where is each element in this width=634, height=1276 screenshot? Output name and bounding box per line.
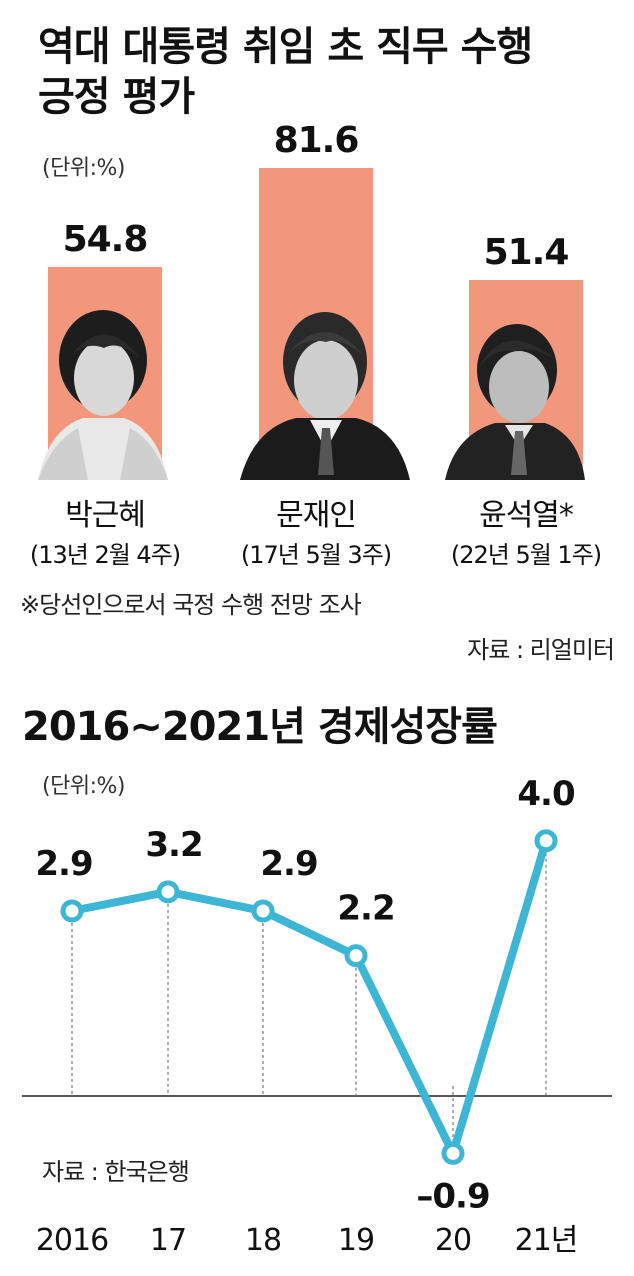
x-tick-label-4: 19 (338, 1223, 374, 1258)
bar-category-label-2: 문재인 (276, 498, 357, 533)
chart2-source: 자료 : 한국은행 (42, 1158, 190, 1186)
chart2-title: 2016~2021년 경제성장률 (22, 704, 498, 750)
bar-value-label-3: 51.4 (483, 231, 570, 273)
x-tick-label-3: 18 (245, 1223, 281, 1258)
chart1-note: ※당선인으로서 국정 수행 전망 조사 (20, 591, 362, 619)
bar-value-label-2: 81.6 (273, 120, 360, 162)
x-tick-label-6: 21년 (515, 1223, 578, 1258)
data-point-4 (344, 944, 368, 968)
portrait-park-image (38, 300, 168, 480)
bar-period-label-1: (13년 2월 4주) (29, 541, 181, 569)
bar-value-label-1: 54.8 (62, 219, 149, 261)
data-point-5 (441, 1141, 465, 1165)
data-point-1 (60, 899, 84, 923)
data-point-3 (251, 899, 275, 923)
portrait-moon-image (240, 300, 410, 480)
bar-period-label-2: (17년 5월 3주) (240, 541, 392, 569)
x-tick-label-5: 20 (435, 1223, 471, 1258)
data-value-label-5: –0.9 (416, 1176, 489, 1216)
chart1-source: 자료 : 리얼미터 (467, 636, 615, 664)
data-value-label-4: 2.2 (337, 889, 394, 929)
data-value-label-3: 2.9 (260, 844, 317, 884)
data-value-label-1: 2.9 (35, 844, 92, 884)
portrait-yoon-image (445, 315, 585, 480)
data-point-6 (534, 829, 558, 853)
x-tick-label-2: 17 (150, 1223, 186, 1258)
x-tick-label-1: 2016 (36, 1223, 108, 1258)
chart1-unit: (단위:%) (42, 156, 125, 181)
bar-period-label-3: (22년 5월 1주) (450, 541, 602, 569)
growth-series-line (68, 836, 550, 1158)
data-value-label-2: 3.2 (145, 825, 202, 865)
chart1-title: 역대 대통령 취임 초 직무 수행 긍정 평가 (38, 22, 533, 122)
chart1-title-line2: 긍정 평가 (38, 74, 195, 120)
data-point-2 (156, 880, 180, 904)
bar-category-label-3: 윤석열* (479, 498, 574, 533)
chart2-unit: (단위:%) (42, 774, 125, 799)
data-value-label-6: 4.0 (517, 774, 575, 814)
chart1-title-line1: 역대 대통령 취임 초 직무 수행 (38, 24, 533, 70)
bar-category-label-1: 박근혜 (65, 498, 146, 533)
